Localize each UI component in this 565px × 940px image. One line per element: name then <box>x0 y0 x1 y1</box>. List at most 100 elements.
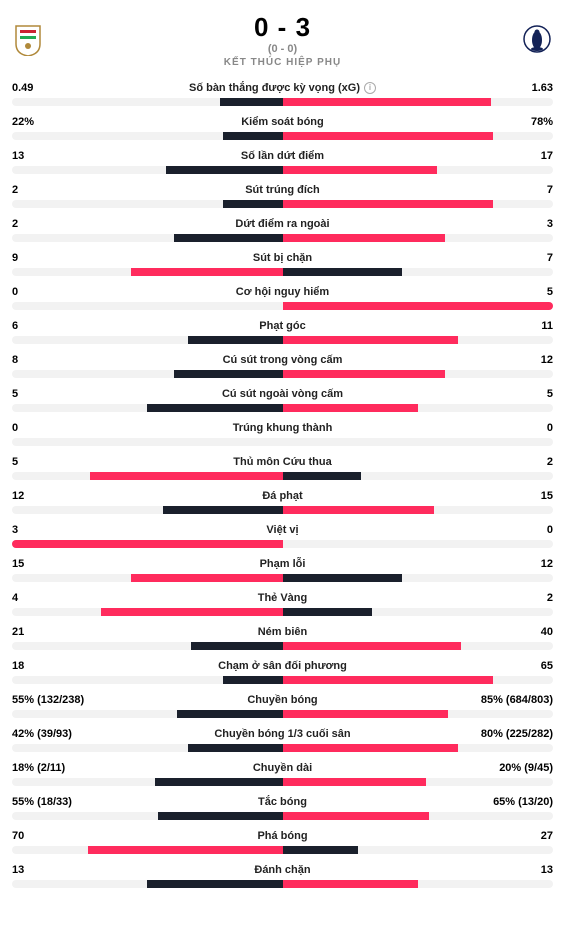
stat-bar-away <box>283 370 445 378</box>
stat-label: Thủ môn Cứu thua <box>102 456 463 468</box>
stat-bar-away-track <box>283 98 554 106</box>
stat-label: Việt vị <box>102 524 463 536</box>
stat-row: 4Thẻ Vàng2 <box>12 588 553 616</box>
home-score: 0 <box>254 12 269 42</box>
stat-bar-home <box>88 846 283 854</box>
stat-bar-home-track <box>12 608 283 616</box>
stat-bar-home <box>158 812 282 820</box>
stat-header: 0.49Số bàn thắng được kỳ vọng (xG)i1.63 <box>12 78 553 98</box>
stat-bar-home <box>166 166 282 174</box>
stat-bar-away <box>283 98 491 106</box>
match-status: KẾT THÚC HIỆP PHỤ <box>224 57 341 68</box>
stat-home-value: 8 <box>12 354 102 366</box>
stat-home-value: 2 <box>12 184 102 196</box>
stat-bar-away-track <box>283 540 554 548</box>
stat-bar-home <box>90 472 282 480</box>
stat-bar-home-track <box>12 268 283 276</box>
stat-away-value: 20% (9/45) <box>463 762 553 774</box>
stat-bar-home <box>188 336 283 344</box>
stat-bar <box>12 812 553 820</box>
stat-bar-away-track <box>283 880 554 888</box>
stat-label: Cú sút trong vòng cấm <box>102 354 463 366</box>
stat-bar-away <box>283 880 418 888</box>
home-team-logo[interactable] <box>12 24 44 56</box>
stat-header: 0Trúng khung thành0 <box>12 418 553 438</box>
halftime-score: (0 - 0) <box>224 43 341 55</box>
stat-bar-home <box>101 608 282 616</box>
stat-away-value: 78% <box>463 116 553 128</box>
stat-bar <box>12 846 553 854</box>
stat-bar <box>12 574 553 582</box>
stat-bar-away-track <box>283 846 554 854</box>
stat-bar <box>12 710 553 718</box>
stat-bar <box>12 778 553 786</box>
stat-bar <box>12 336 553 344</box>
info-icon[interactable]: i <box>364 82 376 94</box>
stat-bar-away <box>283 166 437 174</box>
stat-bar-home <box>188 744 283 752</box>
stat-bar-home-track <box>12 370 283 378</box>
stat-bar-home <box>223 200 283 208</box>
stat-row: 0.49Số bàn thắng được kỳ vọng (xG)i1.63 <box>12 78 553 106</box>
stat-home-value: 18% (2/11) <box>12 762 102 774</box>
stat-row: 15Phạm lỗi12 <box>12 554 553 582</box>
stat-bar-home-track <box>12 472 283 480</box>
stat-away-value: 5 <box>463 286 553 298</box>
stat-bar <box>12 472 553 480</box>
stat-label: Đá phạt <box>102 490 463 502</box>
stat-row: 18Chạm ở sân đối phương65 <box>12 656 553 684</box>
stat-bar-away-track <box>283 574 554 582</box>
stat-bar-away-track <box>283 370 554 378</box>
stat-bar-away-track <box>283 608 554 616</box>
stat-away-value: 0 <box>463 422 553 434</box>
stat-away-value: 12 <box>463 354 553 366</box>
stat-header: 13Đánh chặn13 <box>12 860 553 880</box>
stat-header: 42% (39/93)Chuyền bóng 1/3 cuối sân80% (… <box>12 724 553 744</box>
stat-away-value: 65% (13/20) <box>463 796 553 808</box>
stat-away-value: 27 <box>463 830 553 842</box>
stat-bar <box>12 506 553 514</box>
stat-home-value: 55% (18/33) <box>12 796 102 808</box>
stat-bar <box>12 234 553 242</box>
stat-away-value: 13 <box>463 864 553 876</box>
stat-bar-home-track <box>12 200 283 208</box>
away-team-logo[interactable] <box>521 24 553 56</box>
stat-bar-home-track <box>12 710 283 718</box>
stat-bar-away-track <box>283 778 554 786</box>
stat-label: Đánh chặn <box>102 864 463 876</box>
stat-bar-away-track <box>283 642 554 650</box>
stat-away-value: 1.63 <box>463 82 553 94</box>
stat-row: 8Cú sút trong vòng cấm12 <box>12 350 553 378</box>
stat-row: 22%Kiểm soát bóng78% <box>12 112 553 140</box>
stat-bar-away <box>283 608 372 616</box>
stat-bar-away-track <box>283 234 554 242</box>
stat-row: 5Thủ môn Cứu thua2 <box>12 452 553 480</box>
stat-bar-home-track <box>12 778 283 786</box>
stat-bar-away-track <box>283 302 554 310</box>
stat-bar-away <box>283 778 426 786</box>
stat-header: 9Sút bị chặn7 <box>12 248 553 268</box>
stat-header: 55% (18/33)Tắc bóng65% (13/20) <box>12 792 553 812</box>
stat-away-value: 40 <box>463 626 553 638</box>
away-score: 3 <box>296 12 311 42</box>
stat-home-value: 13 <box>12 864 102 876</box>
stat-bar-home <box>147 880 282 888</box>
stat-row: 18% (2/11)Chuyền dài20% (9/45) <box>12 758 553 786</box>
stat-bar-home-track <box>12 336 283 344</box>
stat-header: 2Sút trúng đích7 <box>12 180 553 200</box>
stat-home-value: 0.49 <box>12 82 102 94</box>
stat-bar-away-track <box>283 166 554 174</box>
stat-label: Chạm ở sân đối phương <box>102 660 463 672</box>
stat-bar-home <box>220 98 282 106</box>
stat-header: 4Thẻ Vàng2 <box>12 588 553 608</box>
stat-label: Thẻ Vàng <box>102 592 463 604</box>
stat-row: 2Dứt điểm ra ngoài3 <box>12 214 553 242</box>
stat-bar-home-track <box>12 438 283 446</box>
stat-bar-home-track <box>12 846 283 854</box>
stat-label: Sút bị chặn <box>102 252 463 264</box>
stat-row: 55% (18/33)Tắc bóng65% (13/20) <box>12 792 553 820</box>
stat-row: 2Sút trúng đích7 <box>12 180 553 208</box>
stat-away-value: 65 <box>463 660 553 672</box>
stat-away-value: 0 <box>463 524 553 536</box>
stat-away-value: 12 <box>463 558 553 570</box>
